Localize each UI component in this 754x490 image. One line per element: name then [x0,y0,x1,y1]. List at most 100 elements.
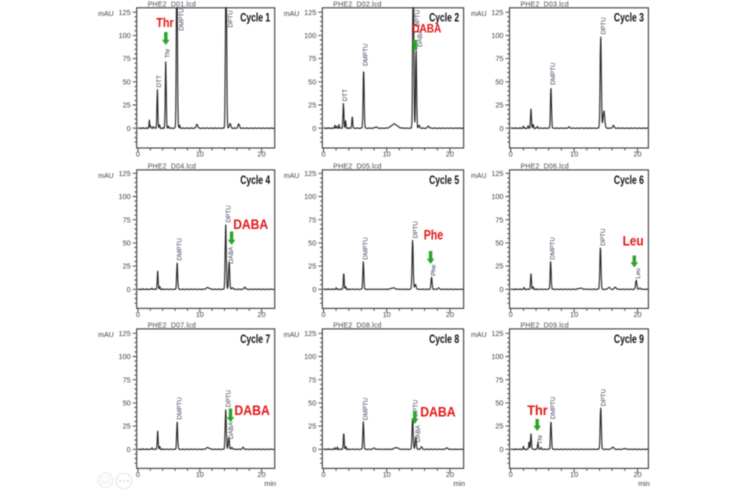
svg-text:0: 0 [312,285,316,294]
svg-text:DABA: DABA [415,424,422,442]
svg-text:50: 50 [123,239,131,248]
svg-text:Cycle 2: Cycle 2 [429,11,459,25]
svg-text:75: 75 [308,54,316,63]
svg-text:125: 125 [119,169,131,178]
svg-text:Phe: Phe [424,227,444,242]
svg-text:10: 10 [196,150,204,159]
svg-text:50: 50 [308,77,316,86]
svg-text:DABA: DABA [233,216,268,232]
svg-text:Cycle 7: Cycle 7 [240,332,270,346]
svg-text:75: 75 [495,375,503,384]
svg-text:25: 25 [495,101,503,110]
svg-text:PHE2_D07.lcd: PHE2_D07.lcd [148,323,196,330]
svg-text:0: 0 [321,150,325,159]
svg-text:100: 100 [119,192,131,201]
svg-text:DMPTU: DMPTU [178,8,185,31]
svg-text:20: 20 [446,310,454,319]
svg-text:Cycle 1: Cycle 1 [240,11,270,25]
svg-text:DMPTU: DMPTU [550,237,557,260]
svg-text:DABA: DABA [412,22,441,36]
svg-text:DMPTU: DMPTU [176,397,183,420]
svg-text:0: 0 [509,150,513,159]
svg-text:DABA: DABA [228,421,235,439]
svg-text:0: 0 [312,124,316,133]
svg-text:DMPTU: DMPTU [176,238,183,261]
svg-text:PHE2_D04.lcd: PHE2_D04.lcd [148,164,196,171]
svg-text:20: 20 [258,470,266,479]
svg-text:125: 125 [119,329,131,338]
svg-text:DMPTU: DMPTU [363,43,370,66]
svg-text:Phe: Phe [430,264,437,276]
svg-text:DPTU: DPTU [415,9,422,27]
svg-text:25: 25 [495,422,503,431]
svg-text:100: 100 [491,352,503,361]
svg-text:Thr: Thr [156,15,174,30]
svg-text:10: 10 [383,310,391,319]
svg-text:PHE2_D03.lcd: PHE2_D03.lcd [521,2,569,9]
svg-text:0: 0 [509,470,513,479]
svg-text:125: 125 [491,329,503,338]
svg-text:DABA: DABA [420,404,456,420]
svg-text:DPTU: DPTU [412,221,419,239]
svg-text:20: 20 [633,310,641,319]
svg-text:125: 125 [119,8,131,17]
svg-text:Thr: Thr [527,403,548,418]
svg-text:75: 75 [123,215,131,224]
svg-text:0: 0 [127,285,131,294]
svg-text:mAU: mAU [98,332,114,339]
svg-text:Leu: Leu [623,234,644,249]
svg-text:50: 50 [308,399,316,408]
svg-text:min: min [453,479,465,488]
svg-text:75: 75 [123,54,131,63]
svg-text:DPTU: DPTU [226,205,233,223]
svg-text:mAU: mAU [284,173,300,180]
svg-text:25: 25 [495,262,503,271]
svg-text:10: 10 [383,150,391,159]
svg-text:0: 0 [136,470,140,479]
svg-text:DABA: DABA [234,402,270,418]
svg-text:0: 0 [499,124,503,133]
svg-text:DPTU: DPTU [226,390,233,408]
svg-text:25: 25 [308,262,316,271]
svg-text:0: 0 [499,285,503,294]
svg-text:0: 0 [499,445,503,454]
svg-text:Cycle 9: Cycle 9 [614,332,644,346]
svg-text:DPTU: DPTU [412,399,419,417]
svg-text:PHE2_D09.lcd: PHE2_D09.lcd [521,323,569,330]
svg-text:DABA: DABA [228,246,235,264]
svg-text:50: 50 [495,239,503,248]
svg-text:10: 10 [570,310,578,319]
svg-text:25: 25 [308,422,316,431]
svg-text:25: 25 [123,262,131,271]
svg-text:100: 100 [491,31,503,40]
svg-text:DTT: DTT [342,89,349,101]
svg-text:0: 0 [312,445,316,454]
svg-text:50: 50 [495,77,503,86]
svg-text:100: 100 [491,192,503,201]
svg-text:PHE2_D02.lcd: PHE2_D02.lcd [333,2,381,9]
svg-text:20: 20 [258,310,266,319]
svg-text:125: 125 [304,329,316,338]
svg-text:0: 0 [127,124,131,133]
svg-text:0: 0 [321,310,325,319]
svg-text:DTT: DTT [156,75,163,87]
svg-text:50: 50 [495,399,503,408]
svg-text:125: 125 [304,169,316,178]
svg-text:20: 20 [633,470,641,479]
svg-text:100: 100 [304,192,316,201]
svg-text:Cycle 8: Cycle 8 [429,332,459,346]
svg-text:100: 100 [304,352,316,361]
svg-text:Cycle 4: Cycle 4 [240,173,270,187]
svg-text:DPTU: DPTU [227,10,234,28]
svg-text:75: 75 [123,375,131,384]
svg-text:DPTU: DPTU [600,228,607,246]
svg-text:125: 125 [491,8,503,17]
svg-text:0: 0 [136,310,140,319]
svg-text:DMPTU: DMPTU [550,62,557,85]
svg-text:Cycle 3: Cycle 3 [614,11,644,25]
svg-text:50: 50 [123,399,131,408]
svg-text:0: 0 [127,445,131,454]
svg-text:Leu: Leu [635,268,642,279]
svg-text:10: 10 [570,150,578,159]
svg-text:mAU: mAU [471,11,487,18]
